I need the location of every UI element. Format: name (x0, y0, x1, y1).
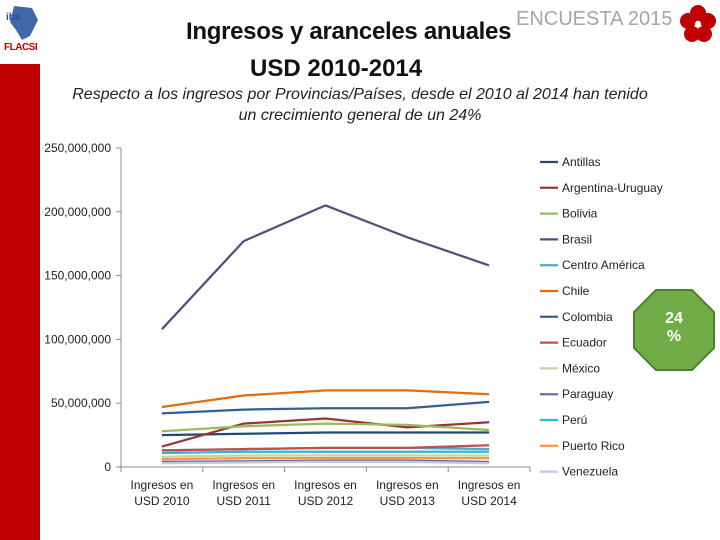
legend-label: Puerto Rico (562, 439, 625, 453)
legend-label: Centro América (562, 258, 645, 272)
map-emblem-icon (10, 6, 38, 40)
legend-label: Argentina-Uruguay (562, 181, 663, 195)
series-line-Perú (161, 450, 490, 455)
series-line-Paraguay (161, 459, 490, 464)
series-line-Antillas (161, 431, 490, 437)
legend-label: Bolivia (562, 207, 598, 221)
x-tick-label-line: USD 2013 (380, 494, 436, 508)
legend-label: Perú (562, 413, 587, 427)
legend-label: México (562, 361, 600, 375)
institution-logo: ihs FLACSI (2, 2, 42, 60)
logo-flacsi-text: FLACSI (4, 42, 38, 53)
y-tick-label: 100,000,000 (44, 332, 111, 346)
page-title: Ingresos y aranceles anuales (186, 18, 512, 45)
series-line-Puerto Rico (161, 456, 490, 461)
series-line-Colombia (161, 400, 490, 415)
x-tick-label-line: USD 2011 (216, 494, 271, 508)
x-tick-label-line: Ingresos en (212, 478, 275, 492)
growth-badge-text: 24 % (650, 310, 698, 346)
x-tick-label: Ingresos en USD 2014 (458, 478, 521, 508)
legend-label: Antillas (562, 155, 601, 169)
x-tick-label: Ingresos en USD 2010 (131, 478, 194, 508)
series-line-Ecuador (161, 444, 490, 452)
growth-badge-value: 24 (665, 310, 683, 327)
legend-label: Brasil (562, 232, 592, 246)
x-tick-label-line: Ingresos en (131, 478, 194, 492)
chart-subtitle: Respecto a los ingresos por Provincias/P… (72, 86, 648, 124)
series-line-Chile (161, 389, 490, 409)
y-tick-label: 200,000,000 (44, 205, 111, 219)
y-tick-label: 50,000,000 (51, 396, 111, 410)
x-tick-label-line: USD 2012 (298, 494, 354, 508)
growth-badge-octagon (633, 289, 715, 371)
logo-ihs-text: ihs (6, 12, 21, 23)
legend-label: Venezuela (562, 465, 618, 479)
x-tick-label-line: Ingresos en (294, 478, 357, 492)
x-tick-label: Ingresos en USD 2011 (212, 478, 275, 508)
series-line-Brasil (161, 204, 490, 330)
y-axis: 0 50,000,000 100,000,000 150,000,000 200,000… (44, 141, 122, 474)
legend-label: Colombia (562, 310, 613, 324)
series-lines (161, 204, 490, 465)
y-tick-label: 0 (104, 460, 111, 474)
x-tick-label-line: Ingresos en (458, 478, 521, 492)
red-flower-icon (680, 5, 716, 42)
series-line-Venezuela (161, 460, 490, 465)
legend-label: Chile (562, 284, 590, 298)
legend: Antillas Argentina-Uruguay Bolivia Brasil Ce… (540, 155, 663, 479)
accent-sidebar (0, 64, 40, 540)
growth-badge-unit: % (666, 328, 682, 345)
x-tick-label: Ingresos en USD 2012 (294, 478, 357, 508)
series-line-México (161, 454, 490, 458)
legend-label: Ecuador (562, 336, 607, 350)
y-tick-label: 150,000,000 (44, 269, 111, 283)
y-tick-label: 250,000,000 (44, 141, 111, 155)
page-title-period: USD 2010-2014 (250, 55, 423, 82)
x-tick-label-line: Ingresos en (376, 478, 439, 492)
x-tick-label-line: USD 2014 (461, 494, 517, 508)
x-tick-label-line: USD 2010 (134, 494, 190, 508)
x-tick-label: Ingresos en USD 2013 (376, 478, 439, 508)
series-line-Bolivia (161, 422, 490, 433)
legend-label: Paraguay (562, 387, 613, 401)
survey-label: ENCUESTA 2015 (516, 8, 673, 30)
